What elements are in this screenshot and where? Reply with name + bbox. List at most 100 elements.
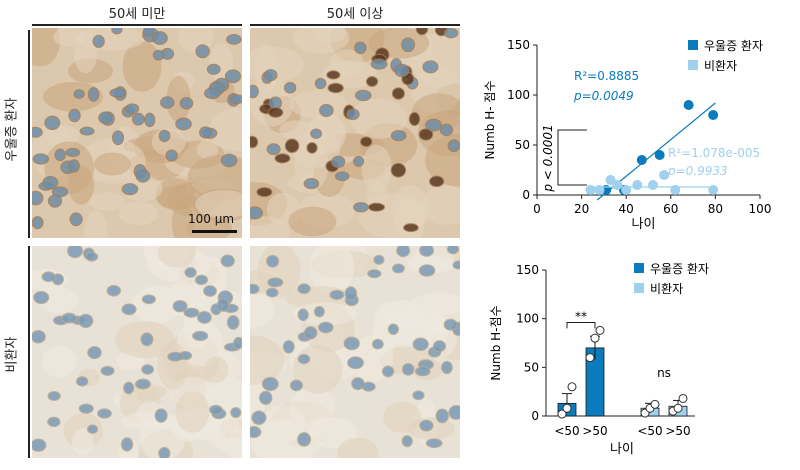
cell-nucleus [54, 148, 66, 162]
cell-nucleus [160, 96, 175, 109]
cell-nucleus [165, 149, 178, 162]
cell-nucleus [419, 246, 435, 257]
data-point [647, 180, 658, 190]
cell-nucleus [109, 88, 127, 98]
cell-nucleus [229, 94, 242, 105]
cell-nucleus [265, 287, 279, 298]
cell-nucleus [365, 76, 379, 88]
tissue-patch [157, 246, 196, 268]
micrograph-control-over-50 [250, 246, 460, 458]
replicate-point [590, 333, 600, 343]
cell-nucleus [184, 267, 197, 278]
cell-nucleus [284, 138, 300, 154]
cell-nucleus [172, 300, 188, 313]
cell-nucleus [263, 69, 278, 82]
micrograph-patient-over-50 [250, 28, 460, 238]
scale-bar-label: 100 μm [188, 212, 235, 226]
cell-nucleus [121, 303, 137, 316]
cell-nucleus [448, 405, 460, 420]
cell-nucleus [391, 87, 405, 100]
cell-nucleus [106, 284, 122, 297]
tissue-patch [93, 152, 131, 176]
tissue-patch [208, 107, 242, 152]
cell-nucleus [326, 70, 341, 80]
cell-nucleus [267, 107, 284, 118]
cell-nucleus [258, 390, 273, 405]
cell-nucleus [197, 311, 212, 324]
tissue-patch [68, 165, 95, 205]
cell-nucleus [44, 115, 61, 131]
tissue-patch [250, 291, 275, 328]
cell-nucleus [329, 289, 345, 300]
cell-nucleus [61, 312, 77, 324]
tissue-patch [121, 175, 163, 202]
cell-nucleus [354, 89, 372, 102]
scale-bar [192, 230, 237, 233]
cell-nucleus [353, 155, 365, 167]
cell-nucleus [396, 246, 411, 258]
cell-nucleus [408, 111, 421, 127]
data-point [708, 110, 719, 120]
cell-nucleus [331, 155, 346, 169]
cell-nucleus [303, 178, 320, 190]
cell-nucleus [425, 118, 442, 132]
replicate-point [650, 399, 660, 409]
cell-nucleus [226, 33, 242, 45]
cell-nucleus [123, 381, 135, 395]
significance-bracket [557, 129, 587, 186]
cell-nucleus [135, 168, 151, 183]
x-tick-label: 80 [708, 202, 723, 216]
cell-nucleus [32, 438, 47, 452]
cell-nucleus [256, 186, 273, 198]
cell-nucleus [401, 434, 413, 448]
cell-nucleus [343, 336, 360, 351]
tissue-patch [118, 201, 159, 226]
cell-nucleus [220, 153, 238, 168]
tissue-patch [37, 287, 79, 314]
tissue-patch [72, 428, 94, 456]
tissue-patch [166, 75, 191, 123]
cell-nucleus [403, 223, 419, 233]
cell-nucleus [192, 330, 209, 341]
cell-nucleus [390, 162, 407, 178]
cell-nucleus [206, 63, 221, 75]
p-value-patient: p=0.0049 [573, 89, 634, 103]
cell-nucleus [447, 139, 460, 153]
cell-nucleus [412, 390, 425, 401]
replicate-point [595, 325, 605, 335]
tissue-patch [250, 335, 285, 385]
cell-nucleus [251, 410, 267, 425]
cell-nucleus [297, 432, 312, 447]
cell-nucleus [111, 28, 123, 35]
cell-nucleus [87, 87, 100, 102]
cell-nucleus [92, 34, 105, 48]
replicate-point [678, 393, 688, 403]
y-tick-label: 100 [516, 312, 539, 326]
tissue-patch [42, 81, 103, 112]
r2-patient: R²=0.8885 [574, 69, 639, 83]
cell-nucleus [439, 123, 454, 137]
tissue-patch [349, 98, 407, 139]
significance-bracket [566, 322, 596, 329]
cell-nucleus [85, 251, 99, 262]
cell-nucleus [250, 135, 259, 149]
data-point [708, 185, 719, 195]
data-point [659, 170, 670, 180]
cell-nucleus [435, 408, 450, 424]
cell-nucleus [195, 44, 210, 59]
cell-nucleus [297, 308, 309, 322]
tissue-patch [289, 386, 335, 427]
cell-nucleus [443, 318, 458, 331]
y-tick-label: 150 [507, 38, 530, 52]
cell-nucleus [41, 271, 56, 283]
tissue-patch [337, 437, 379, 458]
cell-nucleus [158, 129, 171, 143]
cell-nucleus [373, 254, 385, 265]
x-tick-label: 20 [574, 202, 589, 216]
row-divider-patient [28, 30, 30, 238]
micrograph-image-control-under-50 [32, 246, 242, 458]
cell-nucleus [220, 254, 235, 268]
cell-nucleus [79, 126, 95, 136]
cell-nucleus [42, 175, 59, 190]
